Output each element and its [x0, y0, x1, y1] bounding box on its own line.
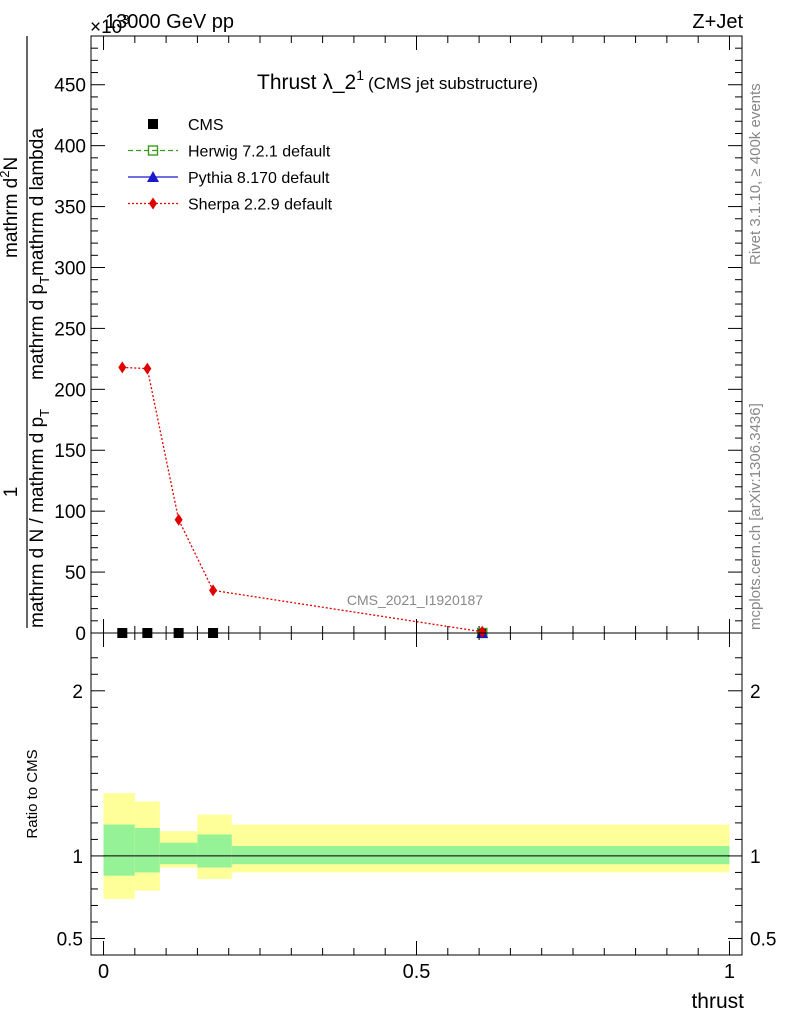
rivet-label: Rivet 3.1.10, ≥ 400k events: [747, 83, 764, 265]
y-tick-label: 450: [54, 76, 86, 97]
x-axis-label: thrust: [691, 990, 744, 1013]
ratio-bands: [103, 793, 730, 899]
ratio-inner-band: [134, 827, 160, 873]
main-y-axis-label: 1 mathrm d N / mathrm d pT mathrm d2N ma…: [0, 36, 52, 628]
chart-title: Thrust λ_21 (CMS jet substructure): [257, 67, 538, 94]
ratio-y-ticks: 0.5 0.5 1 1 2 2: [57, 657, 776, 950]
ratio-inner-band: [103, 824, 135, 876]
legend: CMS Herwig 7.2.1 default Pythia 8.170 defa…: [128, 117, 333, 214]
ratio-y-tick-label-right: 0.5: [750, 929, 776, 950]
x-tick-label: 0.5: [403, 961, 431, 983]
ratio-y-tick-label: 2: [72, 682, 83, 703]
x-tick-label: 0: [98, 961, 109, 983]
y-tick-label: 200: [54, 380, 86, 401]
ylabel-line2: mathrm d pTmathrm d lambda: [27, 128, 52, 380]
legend-entry: Sherpa 2.2.9 default: [188, 197, 333, 214]
ratio-y-tick-label-right: 1: [750, 847, 761, 868]
ratio-y-tick-label-right: 2: [750, 682, 761, 703]
data-point: [143, 362, 152, 375]
y-tick-label: 50: [65, 563, 86, 584]
exponent-label: ×103: [90, 12, 129, 38]
analysis-watermark: CMS_2021_I1920187: [347, 592, 483, 608]
mcplots-label: mcplots.cern.ch [arXiv:1306.3436]: [747, 403, 764, 630]
y-tick-label: 400: [54, 137, 86, 158]
y-tick-label: 0: [75, 624, 86, 645]
data-point: [174, 513, 183, 526]
ratio-y-tick-label: 0.5: [57, 929, 83, 950]
legend-entry: CMS: [188, 117, 224, 134]
data-point: [209, 584, 218, 597]
x-tick-label: 1: [724, 961, 735, 983]
data-point: [118, 361, 127, 374]
series-line: [122, 366, 483, 633]
ylabel-denominator: mathrm d N / mathrm d pT: [27, 409, 52, 628]
ratio-inner-band: [159, 842, 198, 865]
legend-entry: Herwig 7.2.1 default: [188, 144, 331, 161]
main-y-ticks: 0 50 100 150 200 250 300 350 400 450: [54, 47, 742, 645]
ratio-y-axis-label: Ratio to CMS: [24, 749, 41, 838]
legend-marker: [148, 119, 158, 129]
legend-marker: [149, 197, 157, 210]
y-tick-label: 150: [54, 441, 86, 462]
legend-entry: Pythia 8.170 default: [188, 170, 330, 187]
y-tick-label: 100: [54, 502, 86, 523]
process-label: Z+Jet: [692, 11, 743, 33]
ylabel-top: mathrm d2N: [0, 157, 22, 258]
data-point: [478, 625, 487, 638]
ratio-inner-band: [231, 846, 730, 865]
y-tick-label: 350: [54, 198, 86, 219]
y-tick-label: 250: [54, 319, 86, 340]
ratio-inner-band: [197, 834, 232, 868]
energy-label: 13000 GeV pp: [105, 11, 234, 33]
legend-marker: [147, 171, 159, 182]
ratio-x-ticks: 0 0.5 1: [98, 633, 735, 983]
y-tick-label: 300: [54, 258, 86, 279]
ratio-y-tick-label: 1: [72, 847, 83, 868]
ylabel-numerator: 1: [1, 487, 22, 498]
legend-marker: [147, 145, 159, 156]
main-x-ticks: [103, 36, 730, 633]
ratio-plot-frame: [90, 632, 743, 956]
